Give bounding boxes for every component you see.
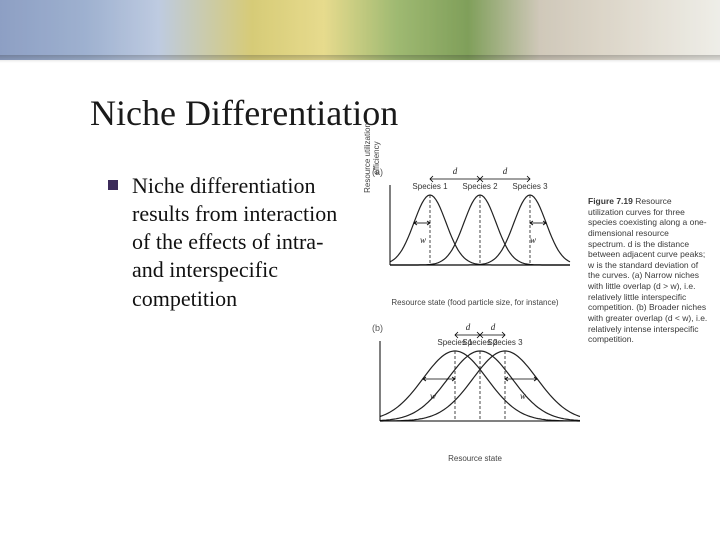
d-label: d <box>499 166 511 176</box>
d-label: d <box>462 322 474 332</box>
caption-body: Resource utilization curves for three sp… <box>588 196 707 344</box>
bullet-text: Niche differentiation results from inter… <box>132 172 353 313</box>
decorative-banner <box>0 0 720 60</box>
d-label: d <box>487 322 499 332</box>
square-bullet-icon <box>108 180 118 190</box>
y-axis-label: Resource utilization efficiency <box>364 123 382 193</box>
panel-a: (a) Resource utilization efficiency d d … <box>370 165 580 305</box>
figure-diagram: (a) Resource utilization efficiency d d … <box>370 165 580 465</box>
figure-caption: Figure 7.19 Resource utilization curves … <box>588 196 708 345</box>
caption-lead: Figure 7.19 <box>588 196 633 206</box>
w-label: w <box>530 235 536 245</box>
species-1-label: Species 1 <box>410 183 450 191</box>
panel-b: (b) d d Species 1 Species 2 Species 3 w … <box>370 321 580 461</box>
w-label: w <box>520 391 526 401</box>
species-3-label: Species 3 <box>510 183 550 191</box>
x-axis-label-a: Resource state (food particle size, for … <box>370 298 580 307</box>
x-axis-label-b: Resource state <box>370 454 580 463</box>
species-3-label: Species 3 <box>485 339 525 347</box>
w-label: w <box>430 391 436 401</box>
panel-b-tag: (b) <box>372 323 383 333</box>
species-2-label: Species 2 <box>460 183 500 191</box>
d-label: d <box>449 166 461 176</box>
w-label: w <box>420 235 426 245</box>
page-title: Niche Differentiation <box>90 92 398 134</box>
bullet-item: Niche differentiation results from inter… <box>108 172 353 313</box>
